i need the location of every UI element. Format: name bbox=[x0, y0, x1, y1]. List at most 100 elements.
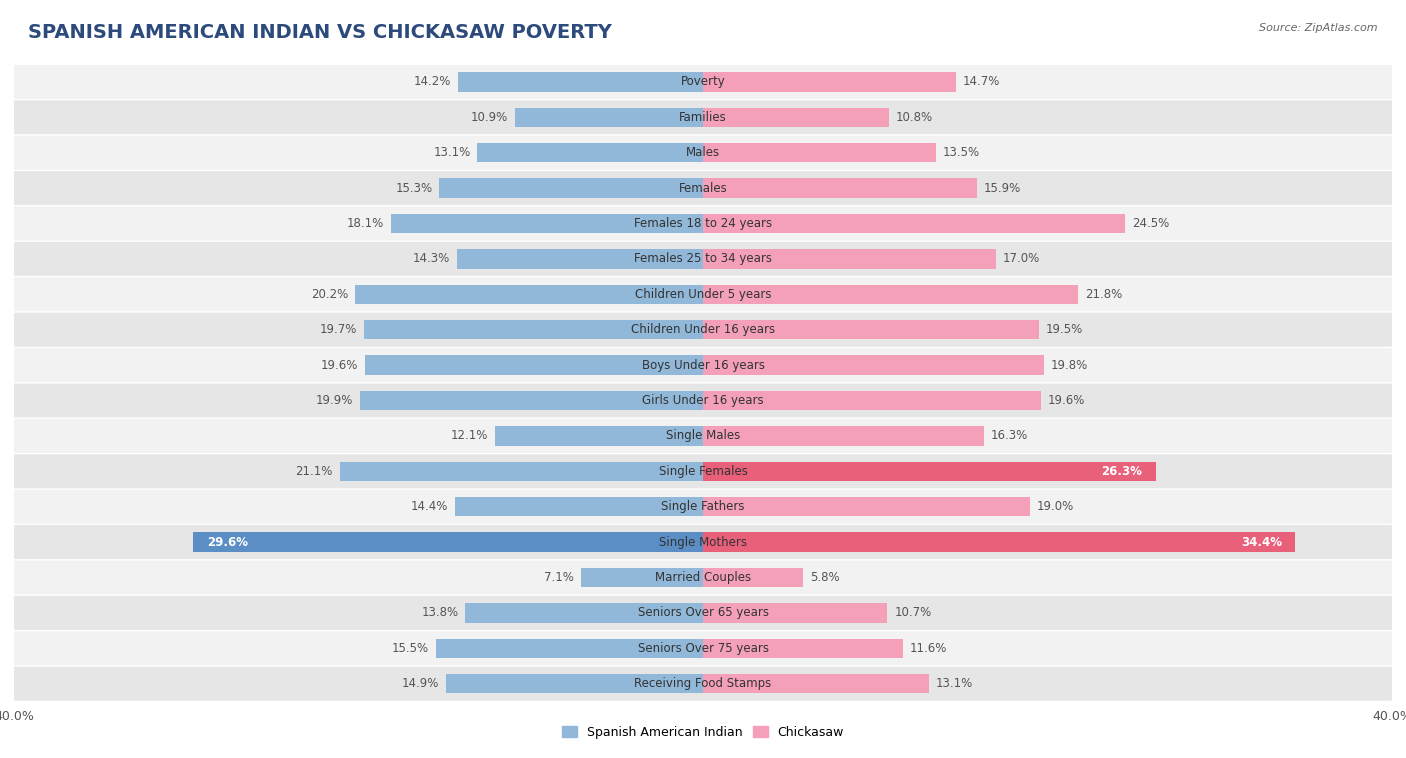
Bar bbox=[703, 178, 977, 198]
FancyBboxPatch shape bbox=[14, 631, 1392, 666]
FancyBboxPatch shape bbox=[14, 206, 1392, 240]
Text: 10.9%: 10.9% bbox=[471, 111, 509, 124]
Text: 19.6%: 19.6% bbox=[1047, 394, 1085, 407]
Text: Females 25 to 34 years: Females 25 to 34 years bbox=[634, 252, 772, 265]
Text: SPANISH AMERICAN INDIAN VS CHICKASAW POVERTY: SPANISH AMERICAN INDIAN VS CHICKASAW POV… bbox=[28, 23, 612, 42]
Bar bbox=[703, 497, 1031, 516]
FancyBboxPatch shape bbox=[14, 65, 1392, 99]
Bar bbox=[446, 674, 703, 694]
Text: 21.8%: 21.8% bbox=[1085, 288, 1122, 301]
Text: 13.8%: 13.8% bbox=[422, 606, 458, 619]
Bar bbox=[364, 320, 703, 340]
Text: 13.1%: 13.1% bbox=[433, 146, 471, 159]
Text: Poverty: Poverty bbox=[681, 75, 725, 89]
FancyBboxPatch shape bbox=[14, 100, 1392, 134]
Text: 10.8%: 10.8% bbox=[896, 111, 934, 124]
Text: 21.1%: 21.1% bbox=[295, 465, 333, 478]
Text: 11.6%: 11.6% bbox=[910, 642, 948, 655]
Bar bbox=[465, 603, 703, 622]
Bar bbox=[703, 426, 984, 446]
Text: Single Females: Single Females bbox=[658, 465, 748, 478]
Bar bbox=[391, 214, 703, 233]
Bar bbox=[340, 462, 703, 481]
Bar bbox=[703, 603, 887, 622]
Bar bbox=[478, 143, 703, 162]
FancyBboxPatch shape bbox=[14, 419, 1392, 453]
Bar bbox=[703, 462, 1156, 481]
FancyBboxPatch shape bbox=[14, 560, 1392, 594]
Bar bbox=[457, 249, 703, 268]
Bar bbox=[703, 532, 1295, 552]
Text: 26.3%: 26.3% bbox=[1101, 465, 1142, 478]
Bar bbox=[703, 249, 995, 268]
Text: 29.6%: 29.6% bbox=[207, 536, 247, 549]
Bar bbox=[360, 391, 703, 410]
Text: 12.1%: 12.1% bbox=[450, 429, 488, 443]
Text: 19.8%: 19.8% bbox=[1050, 359, 1088, 371]
Bar bbox=[436, 638, 703, 658]
FancyBboxPatch shape bbox=[14, 348, 1392, 382]
Bar bbox=[703, 143, 935, 162]
Text: Males: Males bbox=[686, 146, 720, 159]
Bar bbox=[703, 356, 1045, 374]
Bar bbox=[440, 178, 703, 198]
Text: Seniors Over 75 years: Seniors Over 75 years bbox=[637, 642, 769, 655]
Text: 19.0%: 19.0% bbox=[1038, 500, 1074, 513]
FancyBboxPatch shape bbox=[14, 171, 1392, 205]
Text: Receiving Food Stamps: Receiving Food Stamps bbox=[634, 677, 772, 691]
Text: 14.7%: 14.7% bbox=[963, 75, 1001, 89]
Bar bbox=[515, 108, 703, 127]
Bar bbox=[703, 214, 1125, 233]
Text: 14.9%: 14.9% bbox=[402, 677, 440, 691]
Text: 16.3%: 16.3% bbox=[991, 429, 1028, 443]
FancyBboxPatch shape bbox=[14, 242, 1392, 276]
Bar bbox=[703, 638, 903, 658]
Text: 34.4%: 34.4% bbox=[1240, 536, 1282, 549]
FancyBboxPatch shape bbox=[14, 667, 1392, 700]
Bar bbox=[703, 320, 1039, 340]
FancyBboxPatch shape bbox=[14, 454, 1392, 488]
Text: 18.1%: 18.1% bbox=[347, 217, 384, 230]
Text: 19.9%: 19.9% bbox=[316, 394, 353, 407]
FancyBboxPatch shape bbox=[14, 490, 1392, 524]
Bar bbox=[703, 674, 928, 694]
Bar bbox=[703, 284, 1078, 304]
Text: Single Fathers: Single Fathers bbox=[661, 500, 745, 513]
Text: 15.3%: 15.3% bbox=[395, 182, 433, 195]
FancyBboxPatch shape bbox=[14, 313, 1392, 346]
Bar bbox=[458, 72, 703, 92]
Text: 19.6%: 19.6% bbox=[321, 359, 359, 371]
FancyBboxPatch shape bbox=[14, 525, 1392, 559]
Bar bbox=[456, 497, 703, 516]
Bar bbox=[193, 532, 703, 552]
Text: Seniors Over 65 years: Seniors Over 65 years bbox=[637, 606, 769, 619]
Text: Females 18 to 24 years: Females 18 to 24 years bbox=[634, 217, 772, 230]
Text: Married Couples: Married Couples bbox=[655, 571, 751, 584]
Text: Boys Under 16 years: Boys Under 16 years bbox=[641, 359, 765, 371]
Text: 14.3%: 14.3% bbox=[412, 252, 450, 265]
FancyBboxPatch shape bbox=[14, 384, 1392, 418]
Text: Single Mothers: Single Mothers bbox=[659, 536, 747, 549]
Bar bbox=[495, 426, 703, 446]
Text: 5.8%: 5.8% bbox=[810, 571, 839, 584]
Text: 14.4%: 14.4% bbox=[411, 500, 449, 513]
Text: 19.7%: 19.7% bbox=[319, 323, 357, 337]
Text: 7.1%: 7.1% bbox=[544, 571, 574, 584]
Bar bbox=[366, 356, 703, 374]
Bar bbox=[703, 72, 956, 92]
Bar bbox=[703, 568, 803, 587]
Text: 17.0%: 17.0% bbox=[1002, 252, 1040, 265]
Legend: Spanish American Indian, Chickasaw: Spanish American Indian, Chickasaw bbox=[557, 721, 849, 744]
Text: Children Under 16 years: Children Under 16 years bbox=[631, 323, 775, 337]
Bar bbox=[356, 284, 703, 304]
FancyBboxPatch shape bbox=[14, 596, 1392, 630]
Text: 24.5%: 24.5% bbox=[1132, 217, 1170, 230]
FancyBboxPatch shape bbox=[14, 277, 1392, 312]
Text: 13.5%: 13.5% bbox=[942, 146, 980, 159]
Bar bbox=[703, 108, 889, 127]
Text: Single Males: Single Males bbox=[666, 429, 740, 443]
Text: 10.7%: 10.7% bbox=[894, 606, 931, 619]
Text: Girls Under 16 years: Girls Under 16 years bbox=[643, 394, 763, 407]
Text: 15.5%: 15.5% bbox=[392, 642, 429, 655]
Text: 14.2%: 14.2% bbox=[415, 75, 451, 89]
